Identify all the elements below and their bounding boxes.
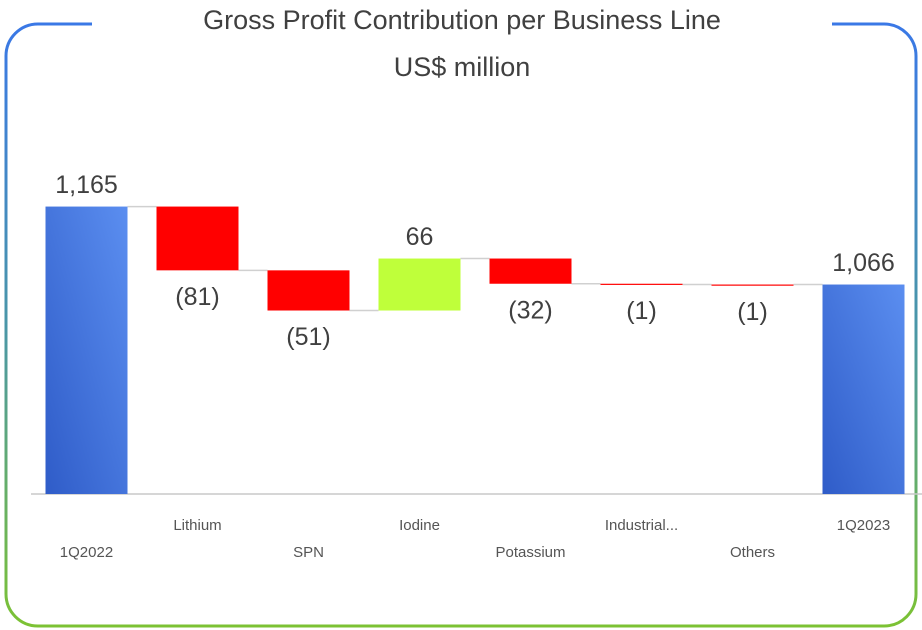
- value-label: (51): [286, 323, 330, 351]
- frame: [4, 22, 918, 628]
- x-tick-label: SPN: [293, 544, 324, 561]
- value-label: (1): [737, 298, 768, 326]
- value-label: 66: [406, 223, 434, 251]
- bar: [267, 270, 350, 311]
- x-tick-label: Others: [730, 544, 775, 561]
- bar: [822, 284, 905, 494]
- x-tick-label: Industrial...: [605, 517, 678, 534]
- x-tick-label: 1Q2022: [60, 544, 113, 561]
- x-tick-label: Potassium: [495, 544, 565, 561]
- title-backdrop: [92, 10, 832, 40]
- bar: [45, 206, 128, 494]
- value-label: (81): [175, 283, 219, 311]
- value-label: (1): [626, 297, 657, 325]
- bar: [711, 284, 794, 286]
- bar: [378, 258, 461, 311]
- x-tick-label: Lithium: [173, 517, 221, 534]
- x-tick-label: 1Q2023: [837, 517, 890, 534]
- chart-title: Gross Profit Contribution per Business L…: [203, 5, 721, 35]
- value-label: 1,165: [55, 171, 118, 199]
- value-label: (32): [508, 296, 552, 324]
- x-tick-label: Iodine: [399, 517, 440, 534]
- bar: [600, 283, 683, 285]
- chart-subtitle: US$ million: [394, 52, 531, 82]
- value-label: 1,066: [832, 249, 895, 277]
- bar: [156, 206, 239, 271]
- bar: [489, 258, 572, 284]
